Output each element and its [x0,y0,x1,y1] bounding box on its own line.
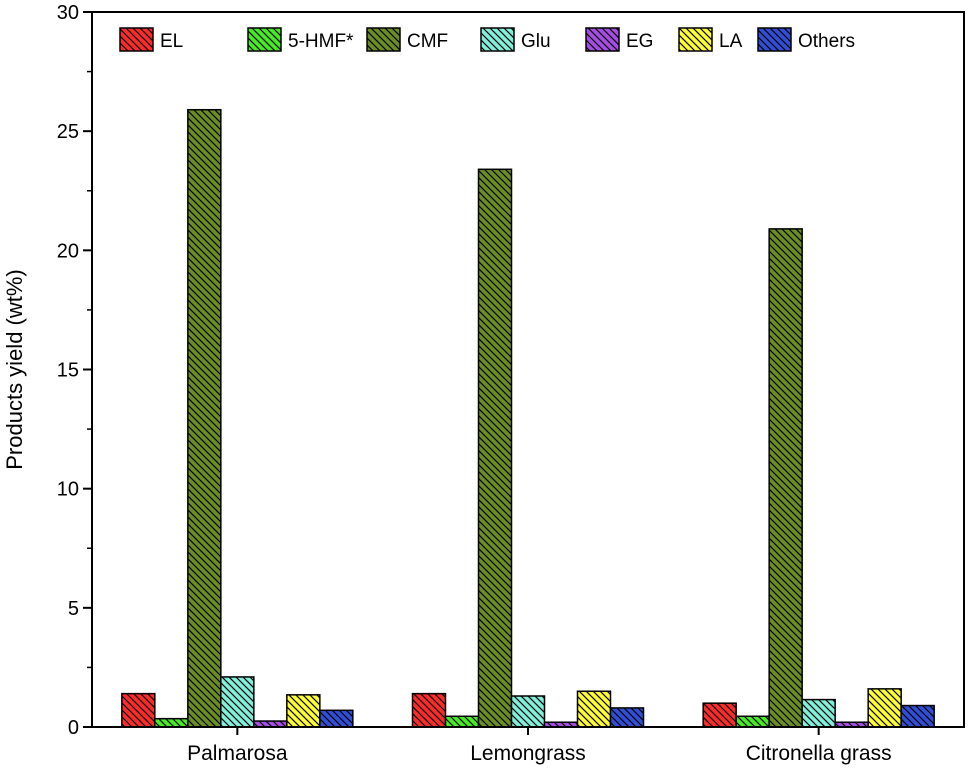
legend-label: LA [719,31,743,52]
bar-others-palmarosa [319,709,354,728]
y-tick-label: 0 [68,717,79,739]
legend-item-la: LA [678,27,743,52]
y-tick-label: 10 [57,479,79,501]
legend-swatch [678,27,713,52]
bar-5-hmf-citronella-grass [735,715,770,728]
legend-item-eg: EG [585,27,653,52]
legend-swatch [119,27,154,52]
y-axis: 0 5 10 15 20 25 30 [57,2,92,739]
legend-item-cmf: CMF [366,27,448,52]
legend-item-others: Others [757,27,855,52]
y-tick-label: 5 [68,598,79,620]
x-tick-label-palmarosa: Palmarosa [187,742,288,765]
bar-el-palmarosa [121,692,156,728]
bar-la-citronella-grass [867,688,902,728]
y-axis-label: Products yield (wt%) [2,269,27,470]
plot-frame [91,11,965,728]
legend-swatch [585,27,620,52]
y-tick-label: 25 [57,121,79,143]
legend-label: EL [160,31,183,52]
bar-glu-lemongrass [510,695,546,728]
legend-item-el: EL [119,27,183,52]
legend-swatch [366,27,401,52]
y-tick-label: 15 [57,360,79,382]
bar-el-lemongrass [411,692,447,728]
legend-swatch [247,27,282,52]
legend-swatch [757,27,792,52]
x-tick-label-lemongrass: Lemongrass [470,742,586,765]
legend-label: Glu [521,31,551,52]
bar-cmf-citronella-grass [768,228,803,728]
bar-el-citronella-grass [702,702,737,728]
bar-cmf-lemongrass [477,168,513,728]
bar-others-lemongrass [609,707,645,728]
legend-item-5-hmf: 5-HMF* [247,27,354,52]
bar-la-lemongrass [576,690,612,728]
x-tick-label-citronella-grass: Citronella grass [746,742,892,765]
legend-label: 5-HMF* [288,31,354,52]
legend-label: CMF [407,31,448,52]
legend-item-glu: Glu [480,27,551,52]
x-axis: Palmarosa Lemongrass Citronella grass [187,727,892,765]
y-tick-label: 20 [57,240,79,262]
legend-swatch [480,27,515,52]
legend-label: EG [626,31,653,52]
bar-glu-palmarosa [220,676,255,728]
legend: EL 5-HMF* CMF Glu EG LA Others [119,27,855,52]
bar-glu-citronella-grass [801,698,836,728]
bar-la-palmarosa [286,694,321,728]
bar-others-citronella-grass [900,704,935,728]
bar-5-hmf-lemongrass [444,715,480,728]
y-tick-label: 30 [57,2,79,24]
bar-cmf-palmarosa [187,108,222,728]
legend-label: Others [798,31,855,52]
bar-5-hmf-palmarosa [154,717,189,728]
bars-layer [121,108,935,728]
